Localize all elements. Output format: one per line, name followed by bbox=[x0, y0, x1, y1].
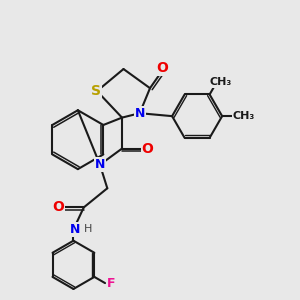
Text: O: O bbox=[52, 200, 64, 214]
Text: N: N bbox=[95, 158, 105, 171]
Text: O: O bbox=[156, 61, 168, 75]
Text: N: N bbox=[70, 223, 80, 236]
Text: O: O bbox=[142, 142, 154, 155]
Text: H: H bbox=[84, 224, 92, 235]
Text: S: S bbox=[91, 84, 100, 98]
Text: CH₃: CH₃ bbox=[209, 77, 232, 87]
Text: F: F bbox=[107, 277, 116, 290]
Text: N: N bbox=[134, 107, 145, 120]
Text: CH₃: CH₃ bbox=[232, 111, 255, 121]
